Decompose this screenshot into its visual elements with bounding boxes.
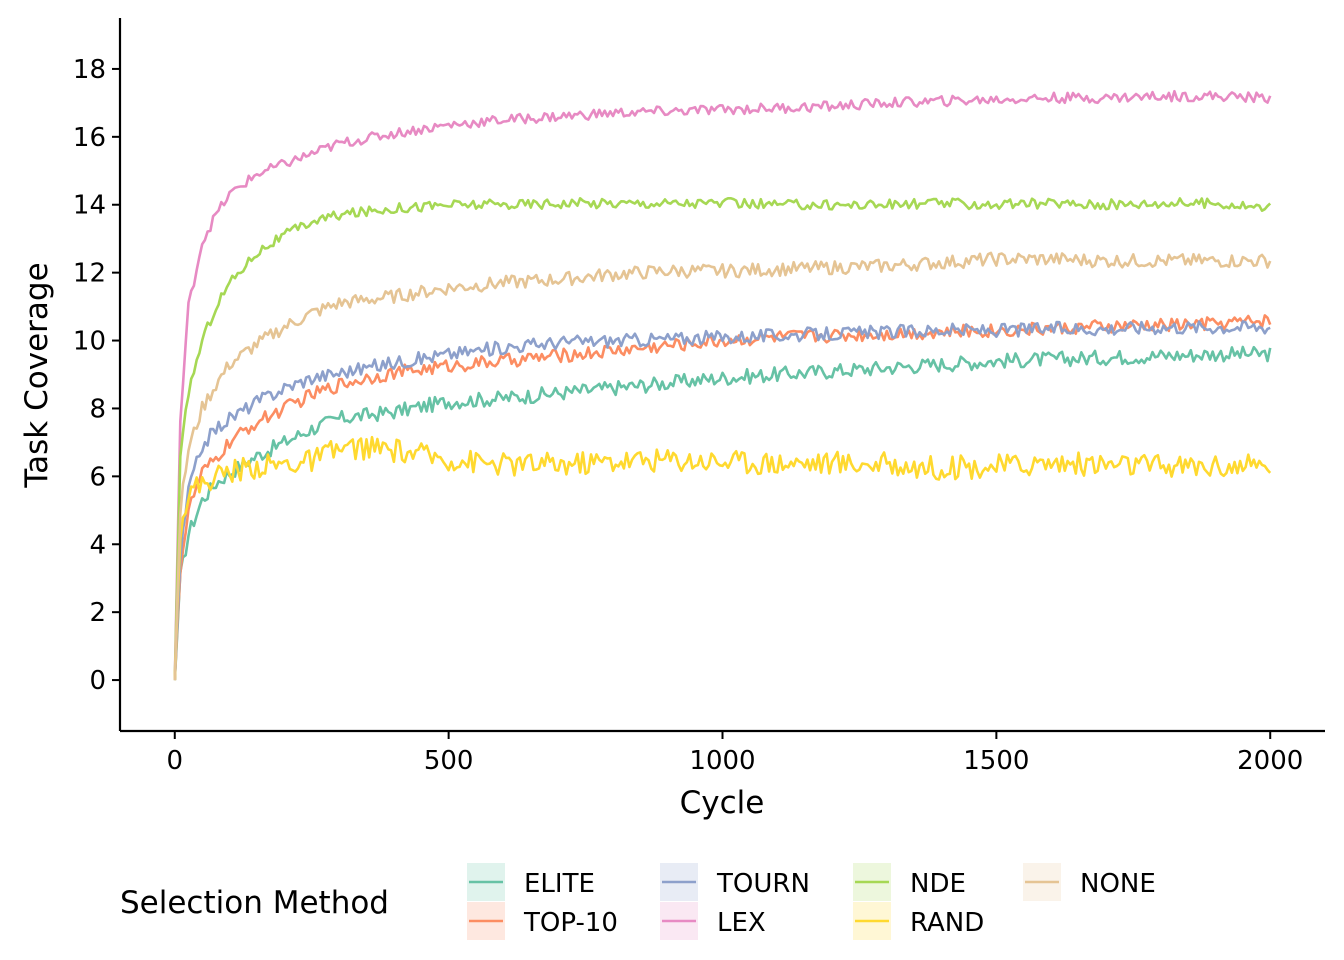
legend-item-nde: NDE: [853, 863, 966, 901]
legend-item-none: NONE: [1023, 863, 1156, 901]
x-axis-title: Cycle: [680, 785, 765, 821]
legend-label: NONE: [1080, 869, 1156, 899]
series-line-none: [173, 251, 1272, 681]
legend-item-tourn: TOURN: [660, 863, 810, 901]
y-tick-label: 6: [89, 462, 106, 492]
x-tick-label: 500: [424, 746, 474, 776]
legend-item-top-10: TOP-10: [467, 902, 618, 940]
series-line-elite: [173, 345, 1272, 681]
y-tick-label: 8: [89, 394, 106, 424]
y-tick-label: 0: [89, 666, 106, 696]
legend-item-elite: ELITE: [467, 863, 595, 901]
x-tick-label: 1000: [689, 746, 755, 776]
y-tick-label: 4: [89, 530, 106, 560]
y-tick-label: 18: [73, 55, 106, 85]
axes-layer: 0 2 4 6 8 10 12 14 16 18 0 500 1000 1500 2000: [73, 18, 1325, 776]
y-tick-label: 2: [89, 598, 106, 628]
legend-label: TOURN: [716, 869, 810, 899]
legend-item-rand: RAND: [853, 902, 984, 940]
y-axis-title: Task Coverage: [19, 262, 55, 488]
x-tick-label: 2000: [1237, 746, 1303, 776]
legend-label: LEX: [717, 908, 766, 938]
series-line-tourn: [173, 320, 1271, 681]
legend-title: Selection Method: [120, 885, 389, 921]
y-tick-label: 10: [73, 327, 106, 357]
legend-label: RAND: [910, 908, 984, 938]
y-tick-label: 16: [73, 123, 106, 153]
y-tick-label: 12: [73, 259, 106, 289]
series-layer: [173, 89, 1272, 681]
x-tick-label: 1500: [963, 746, 1029, 776]
legend-label: NDE: [910, 869, 966, 899]
series-line-top-10: [173, 314, 1272, 681]
series-line-lex: [173, 89, 1272, 681]
y-tick-label: 14: [73, 191, 106, 221]
legend-label: TOP-10: [523, 908, 618, 938]
legend-item-lex: LEX: [660, 902, 766, 940]
series-line-rand: [173, 435, 1272, 681]
legend: ELITE TOP-10 TOURN LEX NDE RAND NONE: [467, 863, 1156, 940]
legend-label: ELITE: [524, 869, 595, 899]
x-tick-label: 0: [166, 746, 183, 776]
series-line-nde: [173, 197, 1272, 681]
